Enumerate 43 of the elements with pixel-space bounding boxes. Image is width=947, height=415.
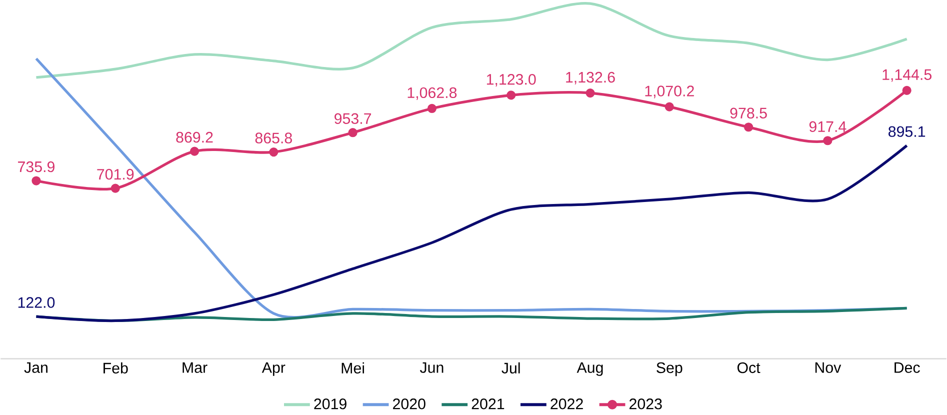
point [506,90,516,100]
x-tick-label: Oct [737,362,760,374]
data-label: 953.7 [334,113,372,124]
data-label: 869.2 [176,132,213,143]
legend-label: 2022 [550,398,583,410]
x-tick-label: Apr [262,362,286,376]
point [586,88,595,98]
point [823,136,832,146]
x-tick-label: Sep [656,362,682,376]
point [427,104,437,114]
x-tick-label: Aug [576,362,603,376]
point [664,102,674,112]
x-tick-label: Dec [894,362,920,374]
x-tick-label: Jul [502,362,520,374]
data-label: 978.5 [730,108,767,119]
point [32,176,41,186]
legend-label: 2021 [472,398,504,410]
point [902,86,912,96]
data-label: 1,144.5 [882,70,932,82]
data-label: 701.9 [97,169,134,180]
point [110,184,120,193]
x-tick-label: Jun [420,362,444,374]
point [744,122,754,132]
point [269,148,278,157]
legend-label: 2023 [630,398,662,410]
data-label: 1,123.0 [486,74,536,87]
data-label: 1,070.2 [645,86,694,98]
x-tick-label: Mar [182,362,208,374]
point [348,128,358,138]
x-tick-label: Jan [24,362,48,374]
point [190,146,200,156]
data-label: 1,062.8 [408,87,457,100]
data-label: 895.1 [888,126,926,138]
x-tick-label: Feb [104,362,128,374]
data-label: 1,132.6 [566,72,615,85]
data-label: 122.0 [18,297,55,308]
x-tick-label: Mei [342,362,364,374]
data-label: 917.4 [809,121,846,132]
legend-label: 2019 [314,398,346,410]
x-tick-label: Nov [815,362,842,374]
legend-label: 2020 [393,398,426,410]
data-label: 735.9 [18,162,54,172]
data-label: 865.8 [255,132,292,144]
